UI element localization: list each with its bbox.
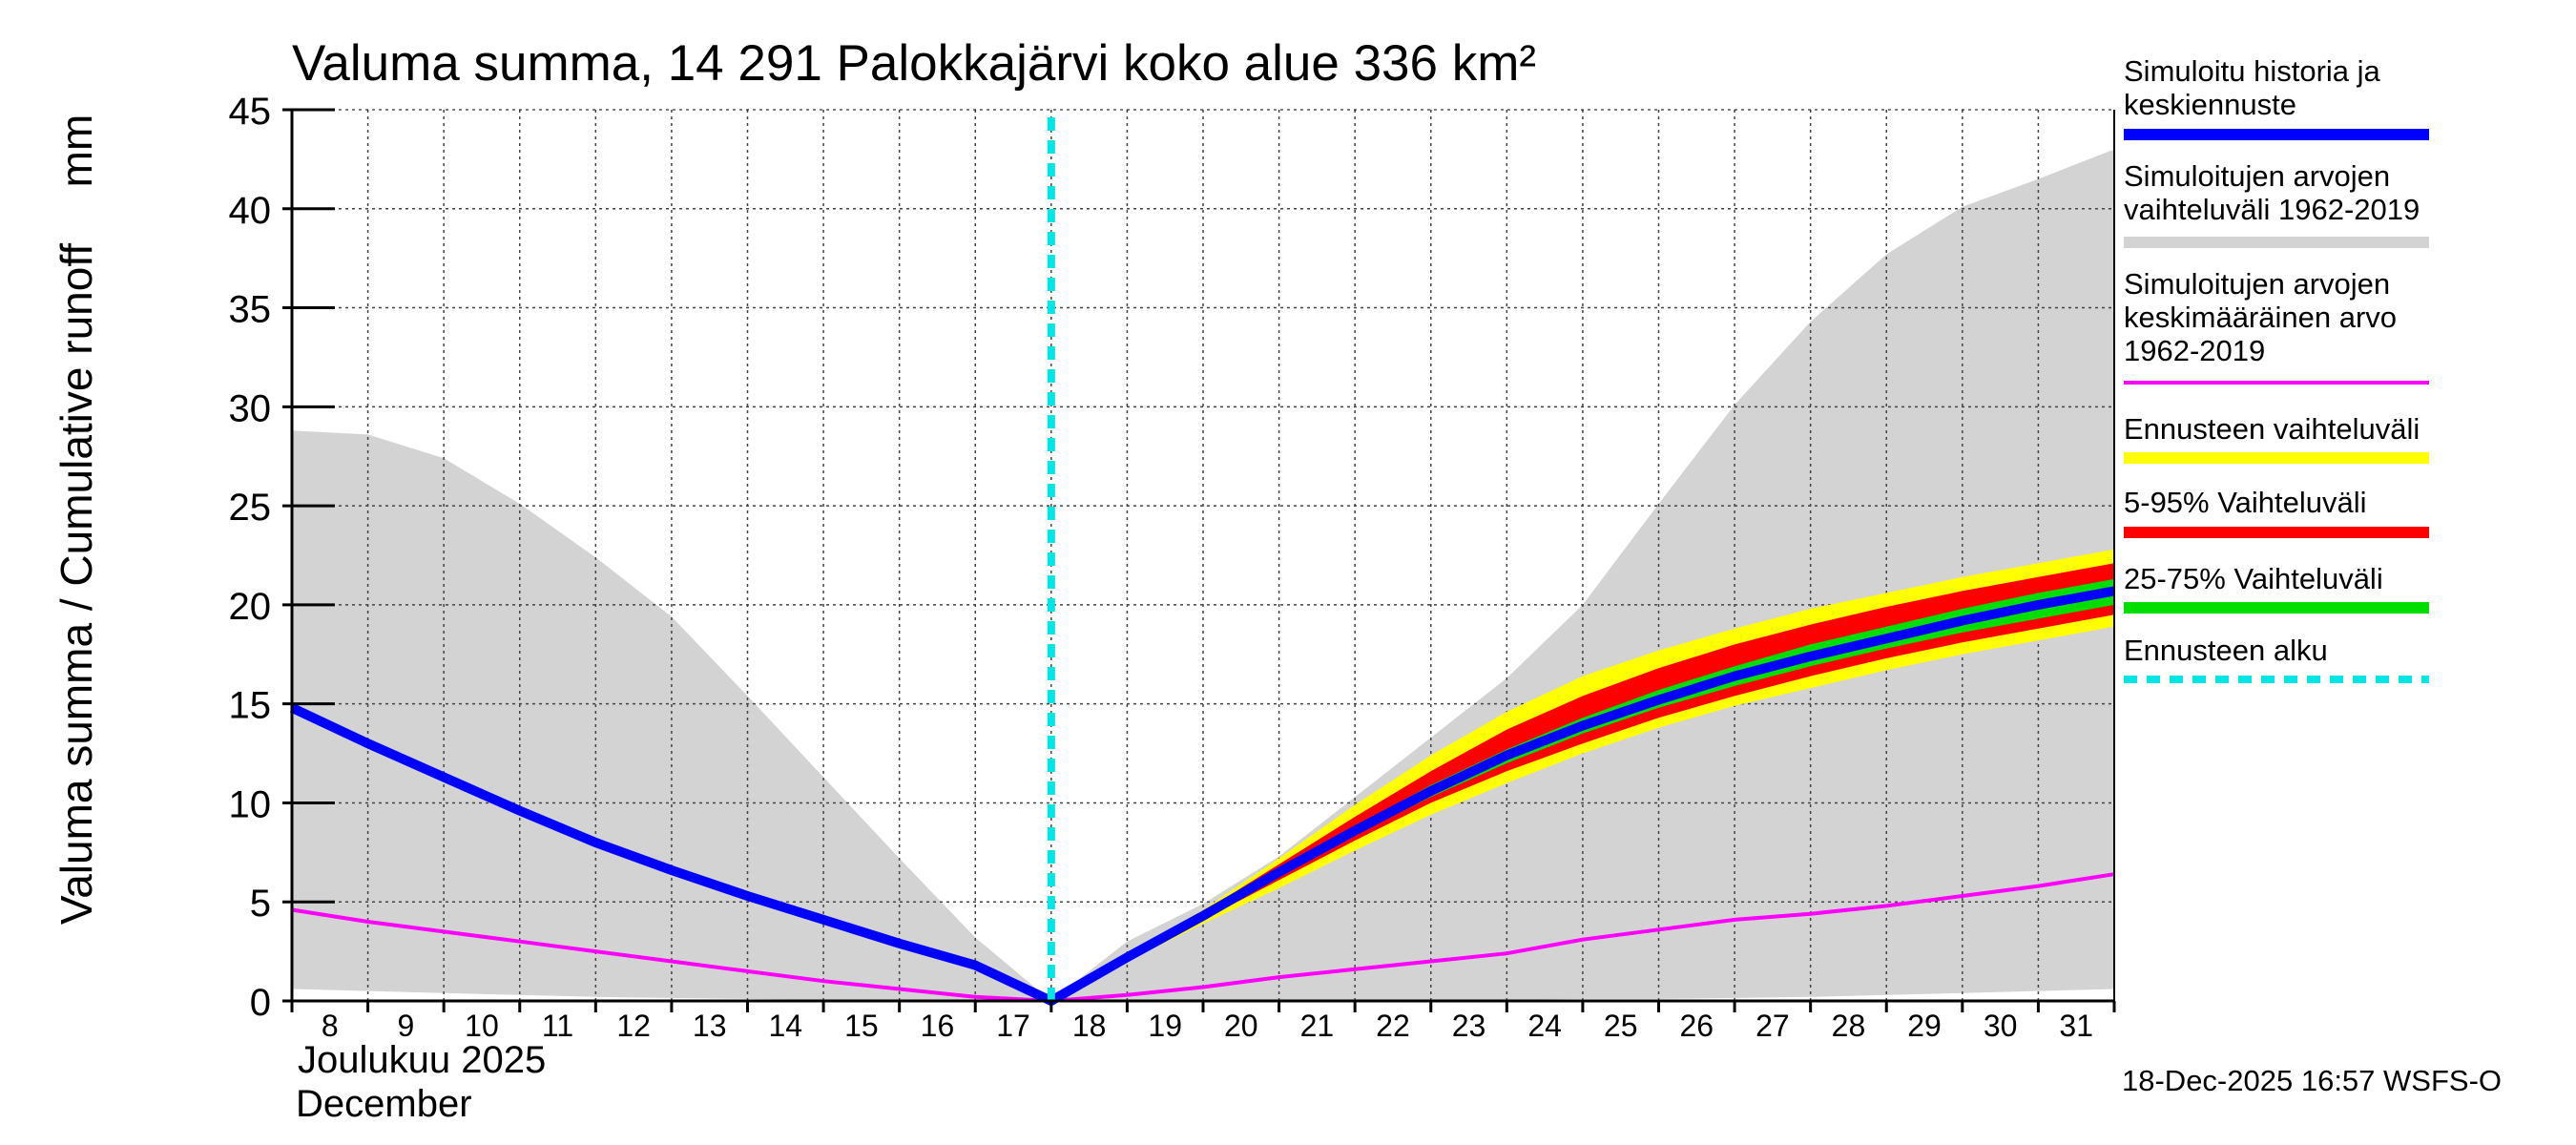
y-tick-label: 10 — [229, 783, 272, 825]
y-tick-label: 45 — [229, 91, 272, 133]
y-axis-unit: mm — [52, 114, 101, 188]
x-tick-label: 11 — [542, 1009, 573, 1043]
chart-title: Valuma summa, 14 291 Palokkajärvi koko a… — [292, 35, 1536, 92]
x-tick-label: 22 — [1376, 1009, 1410, 1043]
legend-label: Simuloitujen arvojen — [2124, 159, 2390, 193]
y-tick-label: 15 — [229, 685, 272, 727]
x-tick-label: 14 — [768, 1009, 802, 1043]
x-axis-month-label: Joulukuu 2025 — [298, 1039, 546, 1081]
y-tick-label: 5 — [250, 883, 271, 925]
x-tick-label: 25 — [1604, 1009, 1638, 1043]
legend-label: 5-95% Vaihteluväli — [2124, 486, 2366, 519]
x-tick-label: 28 — [1832, 1009, 1866, 1043]
legend-item-p25-75: 25-75% Vaihteluväli — [2124, 562, 2429, 614]
legend-label: Ennusteen alku — [2124, 634, 2328, 667]
y-axis-label: Valuma summa / Cumulative runoff — [52, 243, 101, 925]
timestamp: 18-Dec-2025 16:57 WSFS-O — [2122, 1064, 2502, 1097]
x-tick-label: 12 — [616, 1009, 651, 1043]
legend-label: Simuloitu historia ja — [2124, 54, 2381, 88]
y-tick-label: 35 — [229, 289, 272, 331]
x-tick-label: 31 — [2059, 1009, 2093, 1043]
y-tick-label: 40 — [229, 190, 272, 232]
legend-item-forecast-start: Ennusteen alku — [2124, 634, 2429, 683]
axes: 0 5 10 15 20 25 30 35 40 45 8 9 10 11 12 13 14 15 16 17 18 19… — [229, 91, 2116, 1043]
x-tick-label: 17 — [996, 1009, 1030, 1043]
legend-label: Ennusteen vaihteluväli — [2124, 412, 2420, 446]
x-tick-label: 19 — [1148, 1009, 1182, 1043]
y-tick-label: 0 — [250, 982, 271, 1024]
x-tick-label: 8 — [322, 1009, 339, 1043]
legend-label: vaihteluväli 1962-2019 — [2124, 193, 2420, 226]
x-tick-label: 26 — [1679, 1009, 1714, 1043]
history-forecast-line — [289, 586, 2115, 1006]
legend-label: keskiennuste — [2124, 88, 2296, 121]
x-tick-label: 13 — [693, 1009, 727, 1043]
legend-label: 25-75% Vaihteluväli — [2124, 562, 2383, 595]
legend-label: keskimääräinen arvo — [2124, 301, 2397, 334]
sim-range-band — [292, 149, 2114, 1001]
legend-item-p5-95: 5-95% Vaihteluväli — [2124, 486, 2429, 538]
x-axis-month-label-en: December — [296, 1083, 472, 1125]
plot-area — [289, 110, 2115, 1006]
x-tick-label: 23 — [1452, 1009, 1486, 1043]
sim-mean-line — [291, 872, 2115, 1004]
x-tick-label: 20 — [1224, 1009, 1258, 1043]
x-tick-label: 10 — [465, 1009, 499, 1043]
x-tick-label: 27 — [1755, 1009, 1790, 1043]
legend-label: 1962-2019 — [2124, 334, 2265, 367]
y-tick-label: 25 — [229, 487, 272, 529]
y-tick-label: 30 — [229, 387, 272, 429]
x-tick-label: 24 — [1527, 1009, 1562, 1043]
x-tick-label: 18 — [1072, 1009, 1107, 1043]
x-tick-label: 29 — [1907, 1009, 1942, 1043]
legend-item-forecast-range: Ennusteen vaihteluväli — [2124, 412, 2429, 464]
legend: Simuloitu historia jakeskiennusteSimuloi… — [2124, 54, 2429, 683]
x-tick-label: 21 — [1300, 1009, 1335, 1043]
x-tick-label: 15 — [844, 1009, 879, 1043]
y-tick-label: 20 — [229, 586, 272, 628]
x-tick-label: 9 — [397, 1009, 414, 1043]
x-tick-label: 16 — [921, 1009, 955, 1043]
legend-label: Simuloitujen arvojen — [2124, 267, 2390, 301]
x-tick-label: 30 — [1984, 1009, 2018, 1043]
p25-75-band — [1050, 578, 2114, 1001]
